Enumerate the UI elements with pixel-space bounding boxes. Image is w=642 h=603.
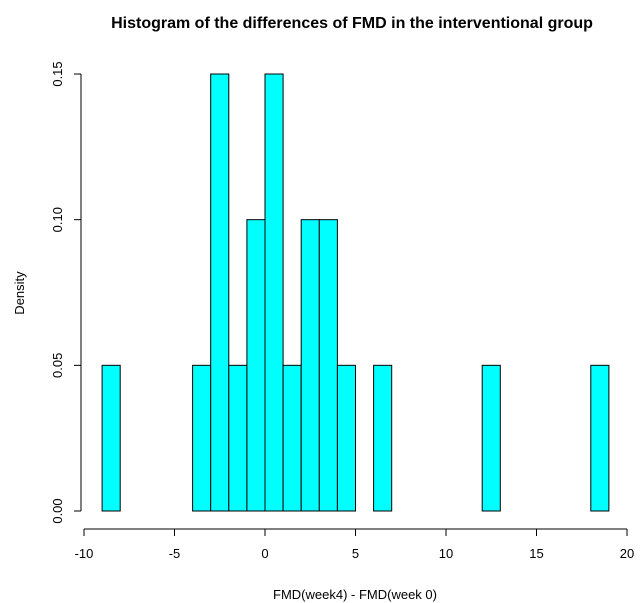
x-tick-label: 15 [529,546,543,561]
histogram-bar [336,364,356,512]
histogram-bar [282,364,302,512]
histogram-bar [264,73,284,512]
histogram-bar [101,364,121,512]
x-axis-label: FMD(week4) - FMD(week 0) [273,587,437,602]
x-tick-label: 5 [352,546,359,561]
histogram-bar [481,364,501,512]
histogram-bar [228,364,248,512]
x-tick-label: -5 [169,546,181,561]
x-tick-label: 20 [620,546,634,561]
histogram-bar [373,364,393,512]
y-tick-label: 0.10 [50,207,65,232]
x-tick-label: 0 [261,546,268,561]
chart-title: Histogram of the differences of FMD in t… [111,15,593,32]
x-tick-label: 10 [439,546,453,561]
y-tick-label: 0.00 [50,498,65,523]
histogram-bar [210,73,230,512]
y-axis-label: Density [12,271,27,315]
histogram-bar [318,219,338,512]
y-axis: 0.00 0.05 0.10 0.15 [50,61,82,524]
histogram-bar [246,219,266,512]
x-tick-label: -10 [75,546,94,561]
y-tick-label: 0.05 [50,353,65,378]
histogram-bar [590,364,610,512]
y-tick-label: 0.15 [50,61,65,86]
histogram-bar [300,219,320,512]
x-axis: -10 -5 0 5 10 15 20 [75,528,634,561]
histogram-bar [192,364,212,512]
bars-layer [101,73,610,512]
